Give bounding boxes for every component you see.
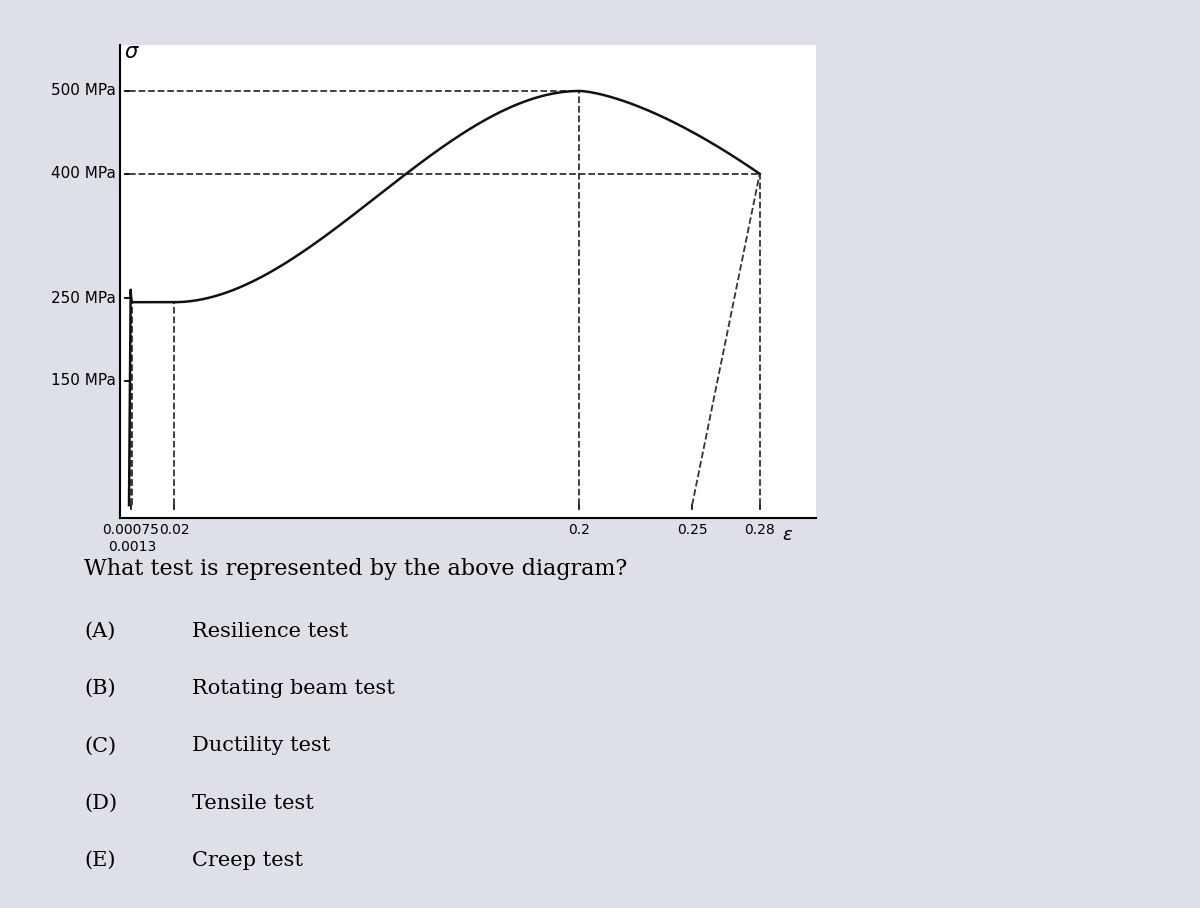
- Text: Ductility test: Ductility test: [192, 736, 330, 755]
- Text: 500 MPa: 500 MPa: [50, 84, 115, 98]
- Text: 150 MPa: 150 MPa: [50, 373, 115, 389]
- Text: 250 MPa: 250 MPa: [50, 291, 115, 306]
- Text: What test is represented by the above diagram?: What test is represented by the above di…: [84, 558, 628, 580]
- Text: Resilience test: Resilience test: [192, 622, 348, 641]
- Text: (A): (A): [84, 622, 115, 641]
- Text: Rotating beam test: Rotating beam test: [192, 679, 395, 698]
- Text: Creep test: Creep test: [192, 851, 302, 870]
- Text: (D): (D): [84, 794, 118, 813]
- Text: ε: ε: [782, 526, 792, 544]
- Text: (E): (E): [84, 851, 115, 870]
- Text: (C): (C): [84, 736, 116, 755]
- Text: 0.00075: 0.00075: [102, 523, 160, 538]
- Text: σ: σ: [125, 42, 138, 62]
- Text: 0.2: 0.2: [569, 523, 590, 538]
- Text: (B): (B): [84, 679, 115, 698]
- Text: 0.28: 0.28: [744, 523, 775, 538]
- Text: 400 MPa: 400 MPa: [50, 166, 115, 182]
- Text: 0.02: 0.02: [158, 523, 190, 538]
- Text: 0.25: 0.25: [677, 523, 708, 538]
- Text: 0.0013: 0.0013: [108, 540, 156, 554]
- Text: Tensile test: Tensile test: [192, 794, 314, 813]
